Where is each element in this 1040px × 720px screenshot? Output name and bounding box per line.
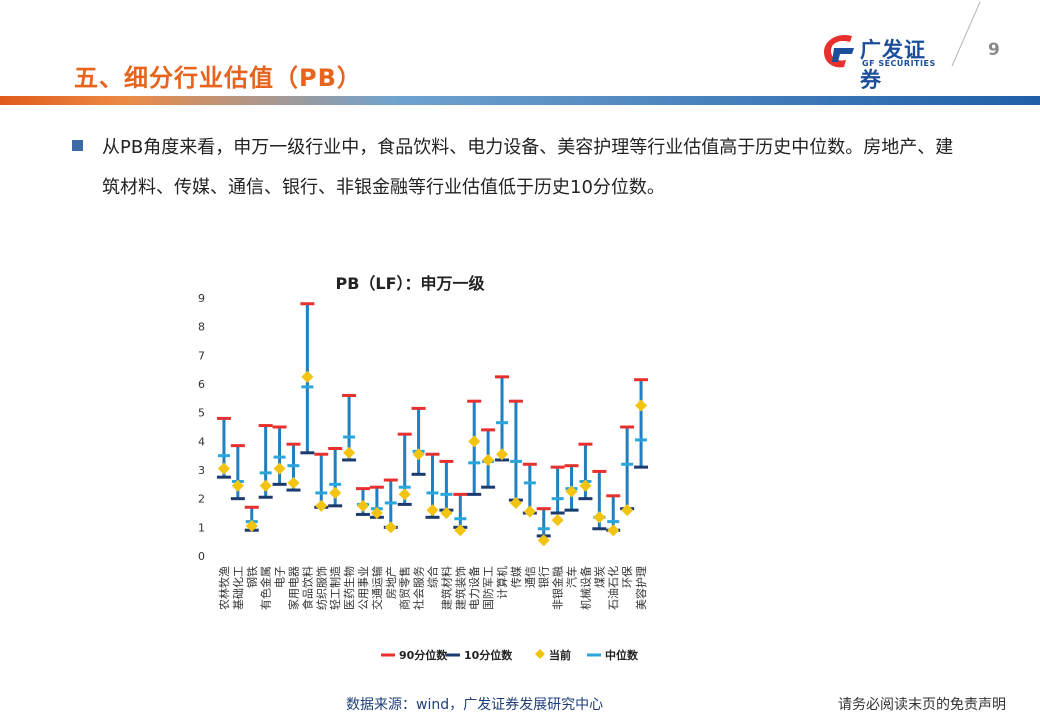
y-tick-label: 5: [198, 407, 205, 420]
x-tick-label: 轻工制造: [328, 566, 342, 610]
logo-text-cn: 广发证券: [860, 38, 926, 92]
body-text: 从PB角度来看，申万一级行业中，食品饮料、电力设备、美容护理等行业估值高于历史中…: [102, 137, 954, 198]
current-marker: [398, 488, 411, 501]
bullet-square-icon: [72, 140, 83, 151]
x-tick-label: 基础化工: [231, 566, 245, 610]
current-marker: [551, 514, 564, 527]
x-tick-label: 传媒: [510, 566, 523, 588]
x-tick-label: 美容护理: [634, 566, 648, 610]
current-marker: [440, 507, 453, 519]
y-tick-label: 3: [198, 464, 205, 477]
x-tick-label: 石油石化: [606, 566, 620, 610]
x-tick-label: 交通运输: [370, 566, 384, 610]
y-axis: 0 1 2 3 4 5 6 7 8 9: [198, 292, 205, 563]
x-tick-label: 医药生物: [342, 566, 356, 610]
gf-logo-mark-icon: [824, 34, 854, 68]
disclaimer: 请务必阅读末页的免责声明: [838, 697, 1006, 713]
current-marker: [537, 534, 550, 547]
x-axis: 农林牧渔 基础化工 钢铁 有色金属 电子 家用电器 食品饮料 纺织服饰 轻工制造 医药生物 公用事业…: [217, 566, 648, 610]
gf-securities-logo: 广发证券 GF SECURITIES: [822, 32, 947, 92]
x-tick-label: 公用事业: [357, 566, 370, 610]
current-marker: [329, 486, 342, 499]
current-marker: [356, 499, 369, 512]
current-marker: [287, 476, 300, 489]
legend: 90分位数 10分位数 当前 中位数: [381, 648, 639, 662]
legend-item: 90分位数: [381, 648, 448, 662]
x-tick-label: 社会服务: [412, 566, 426, 610]
x-tick-label: 非银金融: [551, 566, 565, 610]
x-tick-label: 家用电器: [286, 566, 300, 610]
current-marker: [343, 446, 356, 459]
x-tick-label: 电子: [274, 566, 287, 588]
current-marker: [565, 485, 578, 498]
x-tick-label: 房地产: [384, 566, 398, 599]
current-marker: [426, 504, 439, 517]
current-marker: [217, 462, 230, 475]
y-tick-label: 8: [198, 321, 205, 334]
x-tick-label: 银行: [537, 566, 551, 588]
legend-item: 10分位数: [446, 648, 513, 662]
pb-chart: PB（LF）：申万一级 0 1 2 3 4 5 6 7 8 9 农林牧渔 基础化工 钢铁 有色金属 电子家…: [198, 274, 649, 662]
x-tick-label: 通信: [524, 566, 537, 588]
x-tick-label: 有色金属: [259, 566, 273, 610]
x-tick-label: 建筑材料: [439, 566, 453, 610]
x-tick-label: 国防军工: [481, 566, 495, 610]
x-tick-label: 煤炭: [593, 566, 606, 588]
current-marker: [468, 435, 481, 448]
y-tick-label: 6: [198, 378, 205, 391]
header-divider: [951, 1, 981, 67]
current-marker: [635, 399, 648, 412]
current-marker: [384, 521, 397, 534]
current-marker: [315, 499, 328, 512]
x-tick-label: 汽车: [565, 566, 579, 588]
x-tick-label: 计算机: [495, 566, 509, 599]
legend-swatch: [535, 649, 545, 659]
logo-text-en: GF SECURITIES: [862, 59, 936, 68]
slide-title: 五、细分行业估值（PB）: [74, 64, 362, 92]
y-tick-label: 2: [198, 493, 205, 506]
current-marker: [579, 479, 592, 492]
y-tick-label: 0: [198, 550, 205, 563]
y-tick-label: 7: [198, 349, 205, 362]
current-marker: [454, 524, 467, 537]
x-tick-label: 纺织服饰: [314, 566, 328, 610]
x-tick-label: 机械设备: [578, 566, 592, 610]
header-bar: [0, 96, 1040, 105]
legend-label: 10分位数: [464, 648, 513, 662]
chart-title: PB（LF）：申万一级: [335, 274, 485, 293]
x-tick-label: 钢铁: [246, 566, 259, 588]
x-tick-label: 环保: [620, 566, 634, 588]
y-tick-label: 9: [198, 292, 205, 305]
current-marker: [496, 448, 509, 461]
y-tick-label: 4: [198, 435, 205, 448]
current-marker: [482, 453, 495, 466]
current-marker: [301, 370, 314, 383]
legend-label: 中位数: [605, 648, 639, 662]
current-marker: [370, 507, 383, 519]
current-marker: [412, 448, 425, 461]
current-marker: [607, 524, 620, 537]
x-tick-label: 农林牧渔: [217, 566, 231, 610]
plot-area: [216, 302, 649, 547]
current-marker: [231, 479, 244, 492]
x-tick-label: 建筑装饰: [453, 566, 467, 610]
legend-label: 90分位数: [399, 648, 448, 662]
current-marker: [593, 511, 606, 524]
x-tick-label: 电力设备: [467, 566, 481, 610]
x-tick-label: 商贸零售: [398, 566, 412, 610]
x-tick-label: 综合: [426, 566, 440, 588]
data-source: 数据来源：wind，广发证券发展研究中心: [346, 697, 604, 713]
current-marker: [621, 504, 634, 517]
current-marker: [523, 505, 536, 518]
current-marker: [273, 462, 286, 475]
legend-item: 中位数: [587, 648, 639, 662]
legend-label: 当前: [549, 648, 571, 662]
legend-item: 当前: [535, 648, 571, 662]
x-tick-label: 食品饮料: [300, 566, 314, 610]
current-marker: [259, 479, 272, 492]
y-tick-label: 1: [198, 521, 205, 534]
page-number: 9: [988, 40, 1000, 60]
current-marker: [245, 519, 258, 532]
